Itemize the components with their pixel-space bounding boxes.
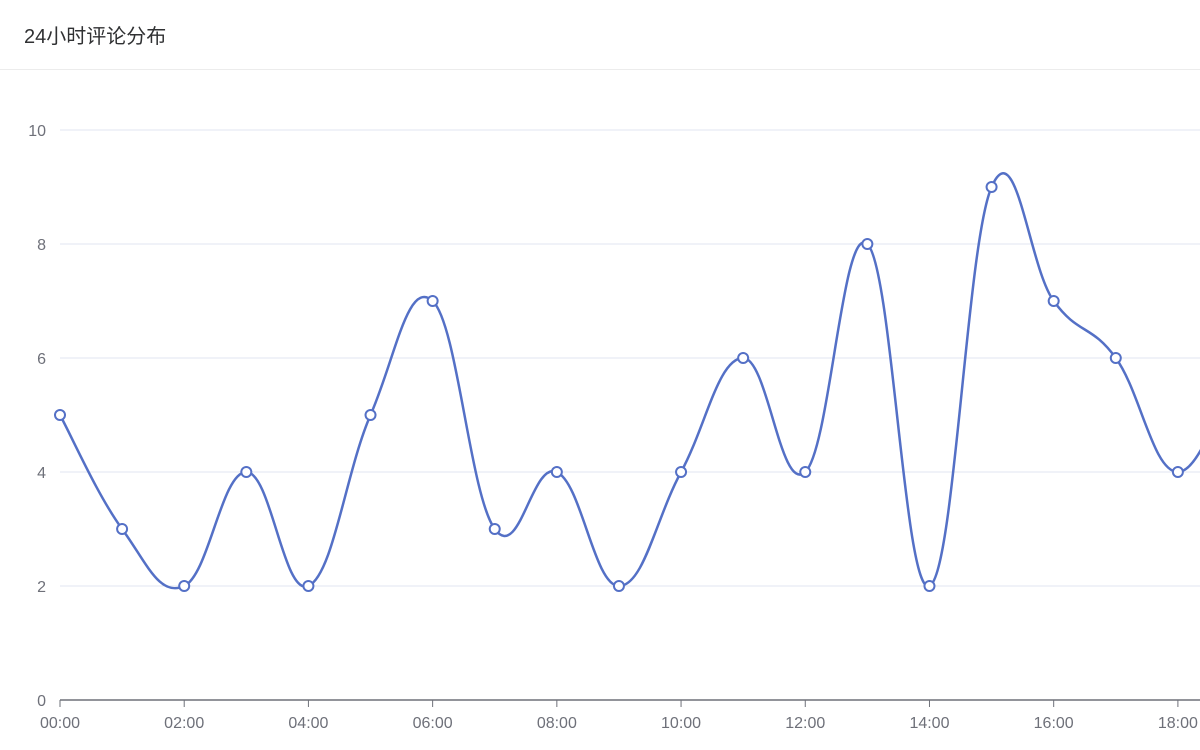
data-point[interactable] <box>117 524 127 534</box>
data-point[interactable] <box>552 467 562 477</box>
data-point[interactable] <box>987 182 997 192</box>
x-tick-label: 08:00 <box>537 715 577 732</box>
y-tick-label: 2 <box>37 579 46 596</box>
x-tick-label: 18:00 <box>1158 715 1198 732</box>
data-point[interactable] <box>800 467 810 477</box>
data-point[interactable] <box>179 581 189 591</box>
x-tick-label: 04:00 <box>288 715 328 732</box>
x-tick-label: 16:00 <box>1034 715 1074 732</box>
data-point[interactable] <box>428 296 438 306</box>
y-tick-label: 4 <box>37 465 46 482</box>
data-point[interactable] <box>924 581 934 591</box>
x-tick-label: 14:00 <box>909 715 949 732</box>
line-chart-svg: 0 2 4 6 8 10 00:00 02:00 04:00 06:00 08:00 10:00 12:… <box>0 70 1200 750</box>
x-tick-label: 00:00 <box>40 715 80 732</box>
data-point[interactable] <box>366 410 376 420</box>
data-point[interactable] <box>614 581 624 591</box>
data-point[interactable] <box>303 581 313 591</box>
chart-plot-area: 0 2 4 6 8 10 00:00 02:00 04:00 06:00 08:00 10:00 12:… <box>0 70 1200 750</box>
data-point[interactable] <box>490 524 500 534</box>
y-tick-label: 8 <box>37 237 46 254</box>
x-tick-label: 12:00 <box>785 715 825 732</box>
x-tick-label: 02:00 <box>164 715 204 732</box>
y-tick-label: 0 <box>37 693 46 710</box>
data-point[interactable] <box>738 353 748 363</box>
chart-card: 24小时评论分布 0 2 4 6 8 10 00:00 02:00 04:00 06:00 08:0… <box>0 0 1200 750</box>
series-line <box>60 173 1200 588</box>
data-point[interactable] <box>1049 296 1059 306</box>
card-header: 24小时评论分布 <box>0 0 1200 70</box>
y-tick-label: 6 <box>37 351 46 368</box>
data-point[interactable] <box>241 467 251 477</box>
data-point[interactable] <box>862 239 872 249</box>
chart-title: 24小时评论分布 <box>24 20 166 49</box>
data-point[interactable] <box>1173 467 1183 477</box>
x-tick-label: 10:00 <box>661 715 701 732</box>
y-tick-label: 10 <box>28 123 46 140</box>
data-point[interactable] <box>1111 353 1121 363</box>
x-tick-label: 06:00 <box>413 715 453 732</box>
data-point[interactable] <box>676 467 686 477</box>
data-point[interactable] <box>55 410 65 420</box>
